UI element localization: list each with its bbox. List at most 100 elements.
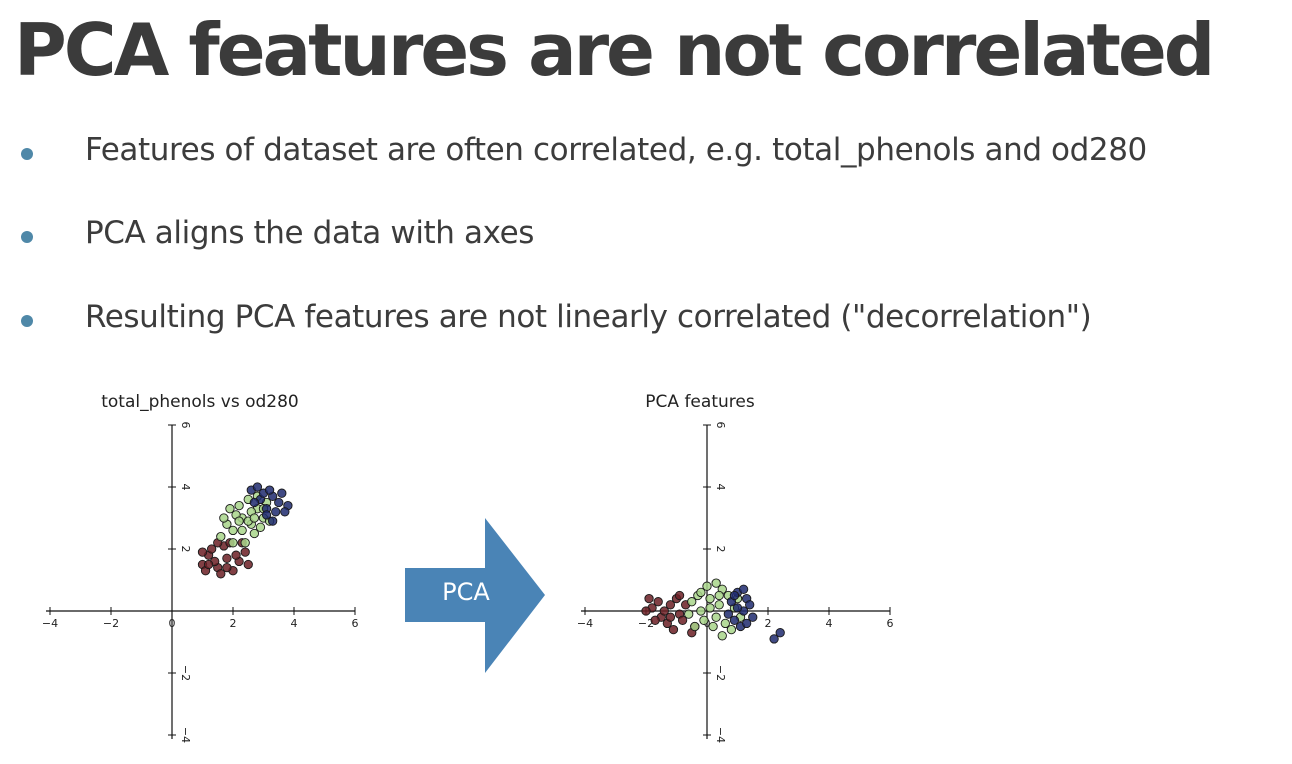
x-tick-label: 4 <box>291 617 298 630</box>
scatter-point <box>234 516 244 526</box>
bullet-text: Resulting PCA features are not linearly … <box>85 299 1092 335</box>
scatter-point <box>711 612 721 622</box>
bullet-text: PCA aligns the data with axes <box>85 215 534 251</box>
x-tick-label: 2 <box>765 617 772 630</box>
scatter-point <box>243 559 253 570</box>
scatter-point <box>206 544 217 554</box>
bullet-item: Features of dataset are often correlated… <box>0 130 1292 180</box>
scatter-point <box>252 482 263 492</box>
scatter-point <box>249 528 260 539</box>
x-tick-label: 0 <box>169 617 176 630</box>
scatter-point <box>665 600 676 610</box>
y-tick-label: 6 <box>179 422 192 429</box>
scatter-point <box>729 590 740 601</box>
y-tick-label: −2 <box>179 665 192 681</box>
x-tick-label: 6 <box>352 617 359 630</box>
scatter-point <box>696 587 706 598</box>
x-tick-label: −4 <box>577 617 593 630</box>
y-tick-label: 4 <box>714 484 727 491</box>
y-tick-label: 4 <box>179 484 192 491</box>
scatter-point <box>684 609 694 619</box>
scatter-point <box>708 621 718 632</box>
x-tick-label: −4 <box>42 617 58 630</box>
scatter-point <box>732 603 743 613</box>
scatter-point <box>216 531 226 542</box>
scatter-point <box>668 624 679 635</box>
scatter-point <box>267 516 278 526</box>
scatter-point <box>738 584 749 594</box>
scatter-point <box>280 507 290 517</box>
scatter-point <box>222 553 232 563</box>
x-tick-label: −2 <box>103 617 119 630</box>
scatter-point <box>745 600 755 610</box>
scatter-point <box>775 628 785 638</box>
scatter-point <box>222 562 232 573</box>
scatter-point <box>702 581 712 591</box>
x-tick-label: 6 <box>887 617 894 630</box>
y-tick-label: 6 <box>714 422 727 429</box>
bullet-dot-icon <box>21 231 33 243</box>
scatter-point <box>665 612 676 622</box>
scatter-point <box>674 590 685 601</box>
scatter-point <box>705 603 715 613</box>
scatter-point <box>748 612 758 622</box>
scatter-point <box>687 597 697 607</box>
scatter-point <box>723 609 734 619</box>
scatter-point <box>219 513 229 523</box>
scatter-point <box>277 488 287 498</box>
bullet-text: Features of dataset are often correlated… <box>85 132 1147 168</box>
scatter-point <box>641 606 651 616</box>
scatter-point <box>228 538 238 548</box>
scatter-point <box>264 485 275 495</box>
scatter-point <box>240 547 250 557</box>
y-tick-label: −4 <box>179 727 192 743</box>
slide-title: PCA features are not correlated <box>14 8 1215 92</box>
y-tick-label: −4 <box>714 727 727 743</box>
scatter-point <box>197 547 208 557</box>
bullet-dot-icon <box>21 148 33 160</box>
scatter-point <box>659 606 669 616</box>
scatter-point <box>216 569 226 579</box>
scatter-point <box>650 615 660 625</box>
scatter-point <box>249 513 260 523</box>
scatter-point <box>726 624 737 635</box>
scatter-point <box>729 615 740 625</box>
scatter-point <box>231 550 241 560</box>
scatter-point <box>741 618 752 629</box>
bullet-dot-icon <box>21 315 33 327</box>
scatter-point <box>644 593 654 604</box>
scatter-point <box>234 500 244 511</box>
scatter-point <box>696 606 706 616</box>
scatter-point <box>699 615 709 625</box>
scatter-point <box>225 504 235 514</box>
scatter-point <box>237 525 247 536</box>
scatter-point <box>271 507 281 517</box>
scatter-point <box>228 525 238 536</box>
plot-title-right: PCA features <box>645 392 755 412</box>
x-tick-label: −2 <box>638 617 654 630</box>
scatter-point <box>255 522 266 532</box>
arrow-label: PCA <box>442 578 490 606</box>
y-tick-label: −2 <box>714 665 727 681</box>
scatter-point <box>711 578 721 588</box>
scatter-point <box>274 497 284 508</box>
scatter-point <box>705 593 715 604</box>
scatter-point <box>690 621 700 632</box>
right-arrow-icon <box>405 518 545 673</box>
scatter-point <box>261 510 272 520</box>
y-tick-label: 2 <box>179 546 192 553</box>
plot-title-left: total_phenols vs od280 <box>101 392 299 412</box>
scatter-point <box>240 538 250 548</box>
scatter-point <box>203 559 214 570</box>
scatter-plot-left: −4 −2 0 2 4 6 −4 −2 2 4 6 <box>42 422 359 744</box>
scatter-point <box>714 600 724 610</box>
scatter-point <box>769 634 779 644</box>
scatter-point <box>653 597 663 607</box>
y-tick-label: 2 <box>714 546 727 553</box>
scatter-point <box>720 618 730 629</box>
x-tick-label: 4 <box>826 617 833 630</box>
x-tick-label: 2 <box>230 617 237 630</box>
scatter-point <box>249 497 260 508</box>
scatter-point <box>677 615 688 625</box>
